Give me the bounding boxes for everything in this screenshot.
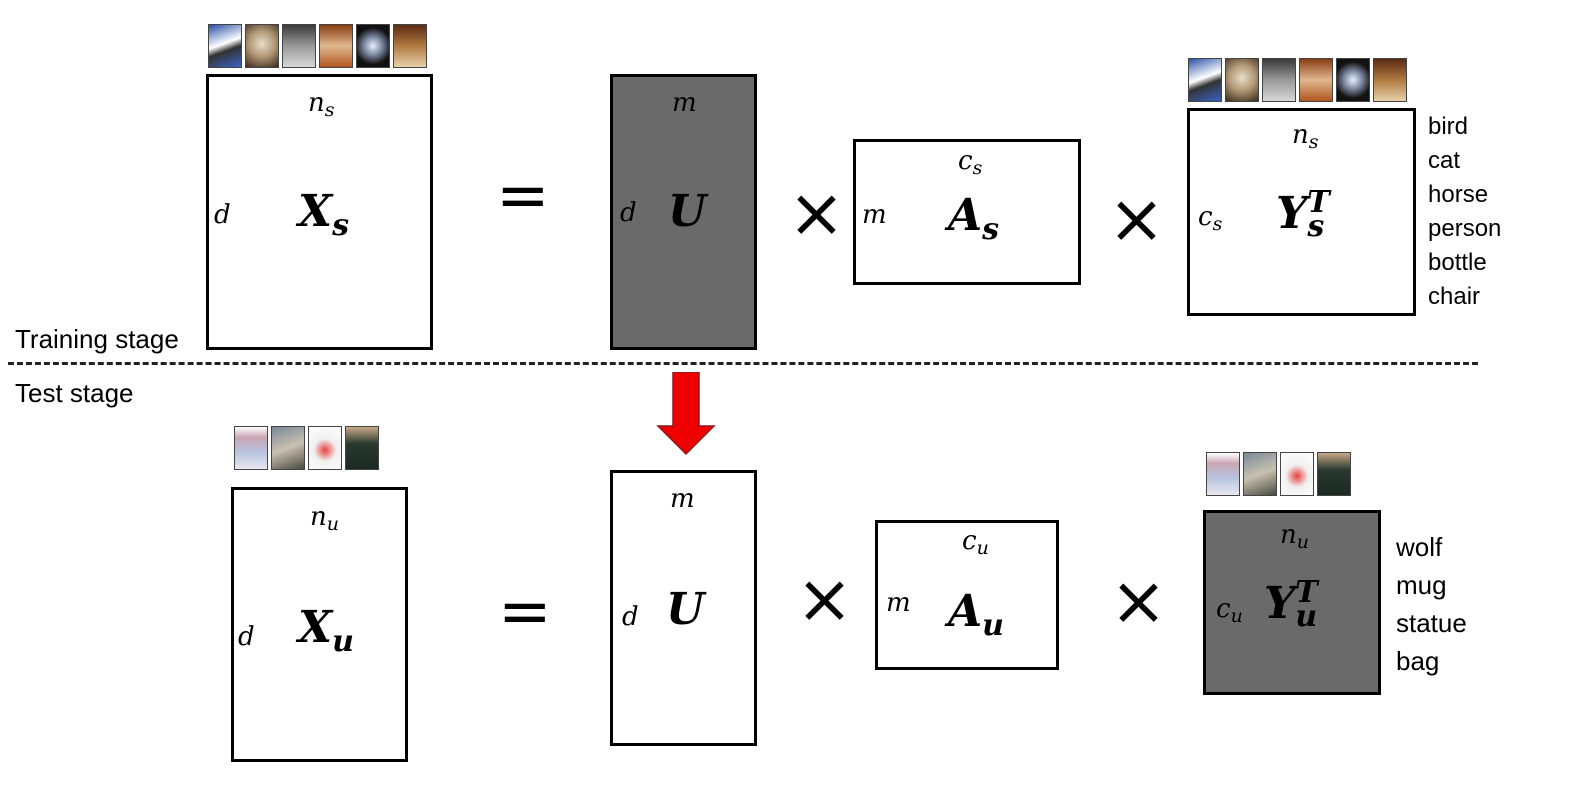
ys-cols-label: ns — [1292, 120, 1319, 153]
u-training-matrix-label: U — [668, 186, 707, 237]
matrix-xs — [206, 74, 433, 350]
person-photo-icon — [319, 24, 353, 68]
cat-photo-icon — [1225, 58, 1259, 102]
u-test-rows-label: d — [622, 602, 639, 632]
xu-cols-label: nu — [310, 502, 339, 535]
matrix-au — [875, 520, 1059, 670]
test-equals-sign: = — [498, 575, 552, 649]
training-class-list: bird cat horse person bottle chair — [1428, 110, 1501, 314]
u-training-cols-label: m — [672, 88, 697, 118]
u-test-cols-label: m — [670, 484, 695, 514]
u-test-matrix-label: U — [666, 584, 705, 635]
yu-cols-label: nu — [1280, 520, 1309, 553]
test-class-list: wolf mug statue bag — [1396, 528, 1467, 680]
xs-rows-label: d — [214, 200, 231, 230]
class-label: horse — [1428, 181, 1489, 208]
ys-rows-label: cs — [1198, 202, 1223, 235]
bottle-photo-icon — [1336, 58, 1370, 102]
class-label: mug — [1396, 570, 1447, 600]
person-photo-icon — [1299, 58, 1333, 102]
training-times-sign-2: × — [1108, 180, 1165, 259]
xu-matrix-label: Xu — [298, 602, 354, 659]
au-rows-label: m — [886, 588, 911, 618]
test-stage-label: Test stage — [15, 378, 134, 408]
arrow-shape — [656, 372, 716, 456]
matrix-u-test — [610, 470, 757, 746]
class-label: statue — [1396, 608, 1467, 638]
test-x-thumbnails — [234, 426, 379, 470]
test-y-thumbnails — [1206, 452, 1351, 496]
xs-cols-label: ns — [308, 88, 335, 121]
class-label: wolf — [1396, 532, 1443, 562]
horse-photo-icon — [1262, 58, 1296, 102]
training-times-sign-1: × — [788, 174, 845, 253]
class-label: person — [1428, 215, 1502, 242]
class-label: bird — [1428, 113, 1469, 140]
training-y-thumbnails — [1188, 58, 1407, 102]
bag-photo-icon — [1206, 452, 1240, 496]
horse-photo-icon — [282, 24, 316, 68]
xu-rows-label: d — [238, 622, 255, 652]
au-matrix-label: Au — [948, 586, 1004, 643]
xs-matrix-label: Xs — [298, 186, 350, 243]
class-label: bag — [1396, 646, 1440, 676]
bottle-photo-icon — [356, 24, 390, 68]
statue-photo-icon — [345, 426, 379, 470]
matrix-ys-transpose — [1187, 108, 1416, 316]
as-cols-label: cs — [958, 146, 983, 179]
as-rows-label: m — [862, 200, 887, 230]
chair-photo-icon — [393, 24, 427, 68]
class-label: bottle — [1428, 249, 1487, 276]
matrix-yu-transpose — [1203, 510, 1381, 695]
training-stage-label: Training stage — [15, 324, 179, 354]
training-equals-sign: = — [496, 159, 550, 233]
bag-photo-icon — [234, 426, 268, 470]
class-label: chair — [1428, 283, 1481, 310]
matrix-u-training — [610, 74, 757, 350]
wolf-photo-icon — [271, 426, 305, 470]
transfer-arrow-icon — [656, 372, 716, 456]
as-matrix-label: As — [948, 190, 1000, 247]
u-training-rows-label: d — [620, 198, 637, 228]
wolf-photo-icon — [1243, 452, 1277, 496]
mug-photo-icon — [1280, 452, 1314, 496]
bird-photo-icon — [1188, 58, 1222, 102]
yu-rows-label: cu — [1216, 594, 1243, 627]
matrix-xu — [231, 487, 408, 762]
test-times-sign-1: × — [796, 560, 853, 639]
chair-photo-icon — [1373, 58, 1407, 102]
bird-photo-icon — [208, 24, 242, 68]
cat-photo-icon — [245, 24, 279, 68]
matrix-as — [853, 139, 1081, 285]
class-label: cat — [1428, 147, 1461, 174]
stage-separator — [8, 362, 1478, 365]
au-cols-label: cu — [962, 526, 989, 559]
mug-photo-icon — [308, 426, 342, 470]
training-x-thumbnails — [208, 24, 427, 68]
test-times-sign-2: × — [1110, 562, 1167, 641]
statue-photo-icon — [1317, 452, 1351, 496]
